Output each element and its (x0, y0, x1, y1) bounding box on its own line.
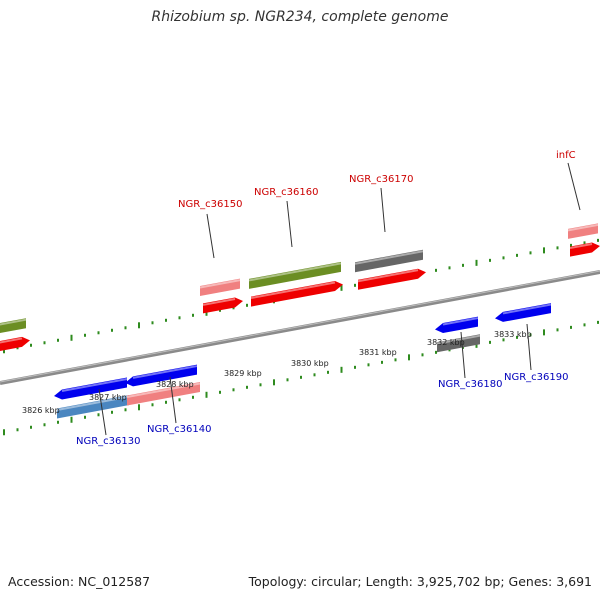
gene-feature-bar-sheen (0, 318, 27, 326)
gene-feature-bar (57, 395, 129, 419)
cds-reverse-arrow (54, 377, 127, 400)
gene-label-bottom: NGR_c36140 (147, 424, 212, 435)
accession-text: Accession: NC_012587 (8, 574, 151, 589)
label-leader-line (460, 331, 466, 379)
gene-feature-bar-sheen (126, 382, 201, 398)
gene-feature-bar-sheen (248, 262, 342, 282)
label-leader-line (286, 200, 293, 248)
label-leader-line (526, 323, 532, 371)
cds-forward-arrow-sheen (569, 242, 593, 250)
gene-feature-bar-sheen (567, 223, 599, 232)
label-leader-line (380, 187, 386, 233)
label-leader-line (567, 162, 581, 211)
cds-reverse-arrow-sheen (502, 303, 552, 315)
gene-label-bottom: NGR_c36180 (438, 379, 503, 390)
gene-feature-bar (355, 249, 423, 273)
gene-feature-bar (127, 382, 200, 406)
cds-reverse-arrow-sheen (132, 365, 198, 379)
kbp-label: 3831 kbp (359, 348, 397, 357)
gene-feature-bar-sheen (436, 334, 481, 345)
gene-label-bottom: NGR_c36130 (76, 436, 141, 447)
kbp-label: 3830 kbp (291, 359, 329, 368)
genome-backbone-highlight (0, 270, 600, 383)
gene-feature-bar-sheen (354, 250, 424, 265)
kbp-label: 3827 kbp (89, 393, 127, 402)
gene-label-top: NGR_c36160 (254, 187, 319, 198)
label-leader-line (169, 376, 177, 424)
kbp-label: 3829 kbp (224, 369, 262, 378)
kbp-label: 3832 kbp (427, 338, 465, 347)
cds-forward-arrow-sheen (202, 298, 236, 306)
gene-feature-bar (200, 278, 240, 296)
cds-reverse-arrow (435, 316, 478, 333)
cds-reverse-arrow-sheen (61, 378, 128, 393)
cds-forward-arrow (358, 268, 426, 290)
genome-title: Rhizobium sp. NGR234, complete genome (151, 9, 449, 25)
gene-label-top: NGR_c36170 (349, 174, 414, 185)
gene-label-top: infC (556, 150, 576, 161)
cds-reverse-arrow (125, 364, 197, 387)
cds-forward-arrow (251, 281, 343, 307)
cds-reverse-arrow (495, 303, 551, 322)
gene-label-top: NGR_c36150 (178, 199, 243, 210)
gene-feature-bar (0, 318, 26, 333)
cds-forward-arrow-sheen (250, 281, 336, 300)
gene-feature-bar (249, 261, 341, 289)
kbp-label: 3833 kbp (494, 330, 532, 339)
cds-forward-arrow (570, 242, 600, 257)
gene-feature-bar (568, 223, 598, 239)
topology-text: Topology: circular; Length: 3,925,702 bp… (248, 574, 592, 589)
cds-forward-arrow (0, 336, 30, 351)
label-leader-line (206, 213, 215, 259)
cds-forward-arrow (203, 297, 243, 314)
cds-reverse-arrow-sheen (442, 317, 479, 326)
gene-label-bottom: NGR_c36190 (504, 372, 569, 383)
kbp-label: 3826 kbp (22, 406, 60, 415)
gene-feature-bar-sheen (199, 279, 241, 289)
kbp-label: 3828 kbp (156, 380, 194, 389)
gene-feature-bar (437, 334, 480, 353)
genome-backbone (0, 270, 600, 385)
label-leader-line (98, 388, 107, 436)
cds-forward-arrow-sheen (357, 269, 419, 283)
cds-forward-arrow-sheen (0, 337, 23, 344)
gene-feature-bar-sheen (56, 395, 130, 411)
